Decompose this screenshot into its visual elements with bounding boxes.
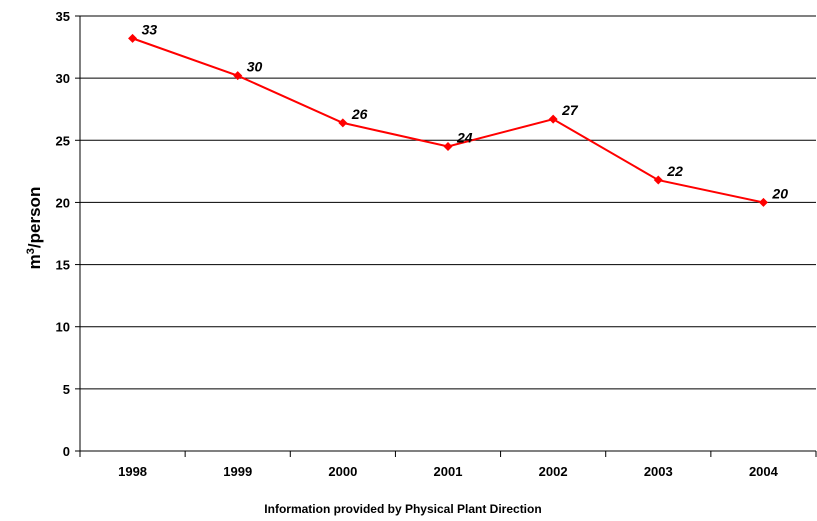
data-label: 22 bbox=[666, 163, 683, 179]
x-tick-label: 1998 bbox=[118, 464, 147, 479]
data-label-group: 33 30 26 24 27 22 20 bbox=[142, 21, 789, 201]
data-point bbox=[128, 33, 138, 43]
grid-lines bbox=[80, 15, 816, 390]
data-point bbox=[548, 114, 558, 124]
data-label: 20 bbox=[771, 185, 788, 201]
data-point bbox=[758, 197, 768, 207]
axes bbox=[75, 15, 817, 457]
x-tick-label: 1999 bbox=[223, 464, 252, 479]
y-tick-label: 0 bbox=[63, 444, 70, 459]
y-tick-labels: 0 5 10 15 20 25 30 35 bbox=[56, 9, 70, 459]
data-label: 26 bbox=[351, 106, 368, 122]
data-label: 30 bbox=[247, 59, 263, 75]
data-label: 33 bbox=[142, 21, 158, 37]
data-point bbox=[653, 175, 663, 185]
x-tick-label: 2002 bbox=[539, 464, 568, 479]
x-tick-label: 2000 bbox=[328, 464, 357, 479]
source-note: Information provided by Physical Plant D… bbox=[264, 502, 541, 516]
y-tick-label: 5 bbox=[63, 382, 70, 397]
data-point bbox=[233, 71, 243, 81]
series-line-group bbox=[128, 33, 768, 207]
data-point bbox=[338, 118, 348, 128]
x-tick-label: 2001 bbox=[434, 464, 463, 479]
x-tick-label: 2003 bbox=[644, 464, 673, 479]
y-tick-label: 25 bbox=[56, 133, 70, 148]
data-label: 27 bbox=[561, 102, 579, 118]
data-label: 24 bbox=[456, 130, 473, 146]
y-axis-label: m3/person bbox=[25, 187, 44, 270]
y-tick-label: 30 bbox=[56, 71, 70, 86]
x-tick-labels: 1998 1999 2000 2001 2002 2003 2004 bbox=[118, 464, 779, 479]
x-tick-label: 2004 bbox=[749, 464, 779, 479]
y-tick-label: 20 bbox=[56, 195, 70, 210]
y-tick-label: 10 bbox=[56, 320, 70, 335]
y-tick-label: 15 bbox=[56, 258, 70, 273]
y-tick-label: 35 bbox=[56, 9, 70, 24]
data-point bbox=[443, 142, 453, 151]
